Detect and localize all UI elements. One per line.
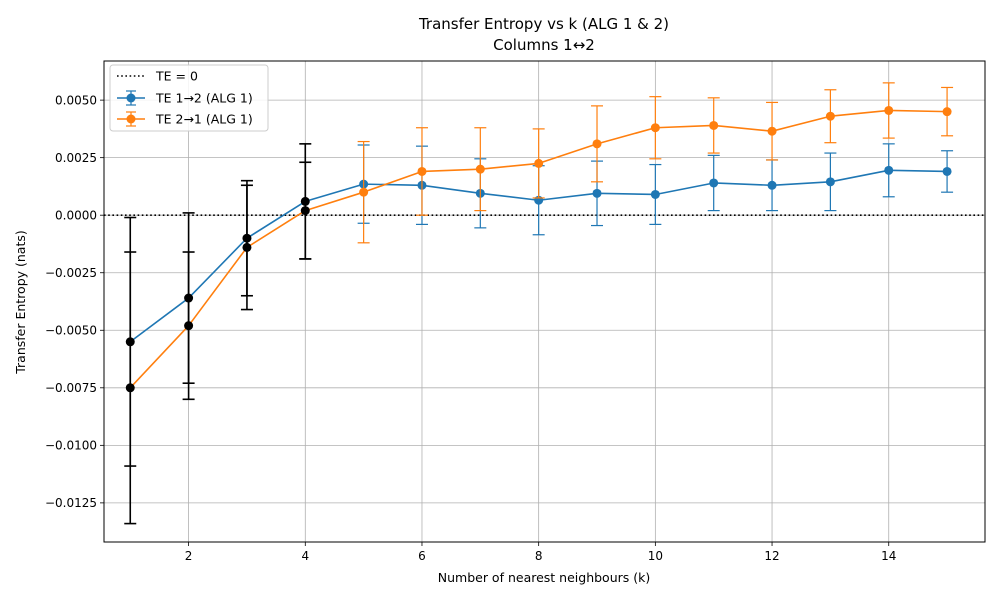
y-tick-label: −0.0050 [45,323,97,337]
x-axis-label: Number of nearest neighbours (k) [438,570,651,585]
series-1-point [884,165,894,175]
chart-title: Transfer Entropy vs k (ALG 1 & 2) [418,15,669,33]
y-axis-label: Transfer Entropy (nats) [13,230,28,375]
series-2-point [709,120,719,130]
series-2-point [825,111,835,121]
series-2-point [475,164,485,174]
series-1-point [942,166,952,176]
series-1-point [592,188,602,198]
series-2-point [534,158,544,168]
series-2-point [650,123,660,133]
axis-ticks: 2 4 6 8 10 12 14 −0.0125 −0.0100 −0.0075 −0.0050 −0… [45,93,896,563]
series-2-point [125,383,135,393]
series-1-point [767,180,777,190]
series-2-point [884,105,894,115]
legend-entry-series-1: TE 1→2 (ALG 1) [155,91,253,106]
y-tick-label: 0.0025 [55,151,97,165]
x-tick-label: 10 [648,549,663,563]
x-tick-label: 12 [764,549,779,563]
series-2-point [942,107,952,117]
legend-box [109,64,269,132]
y-tick-label: −0.0025 [45,266,97,280]
y-tick-label: −0.0075 [45,381,97,395]
legend-entry-reference: TE = 0 [155,69,198,84]
series-2-point [184,321,194,331]
series-1-point [825,177,835,187]
series-2-point [417,166,427,176]
legend: TE = 0 TE 1→2 (ALG 1) TE 2→1 (ALG 1) [109,64,269,132]
y-tick-label: 0.0000 [55,208,97,222]
series-2-point [242,242,252,252]
series-2-point [300,206,310,216]
y-tick-label: −0.0100 [45,439,97,453]
legend-swatch-series-2 [117,111,145,127]
legend-swatch-series-1 [117,90,145,106]
x-tick-label: 8 [535,549,543,563]
y-tick-label: 0.0050 [55,93,97,107]
x-tick-label: 2 [185,549,193,563]
series-2-point [767,126,777,136]
series-2 [124,82,954,525]
x-tick-label: 6 [418,549,426,563]
series-1-point [650,189,660,199]
plot-frame [103,60,986,543]
x-tick-label: 14 [881,549,896,563]
series-2-point [359,187,369,197]
legend-entry-series-2: TE 2→1 (ALG 1) [155,112,253,127]
series-layer [124,82,954,525]
chart-subtitle: Columns 1↔2 [493,36,595,54]
x-tick-label: 4 [301,549,309,563]
series-1-point [709,178,719,188]
y-tick-label: −0.0125 [45,496,97,510]
series-2-point [592,139,602,149]
